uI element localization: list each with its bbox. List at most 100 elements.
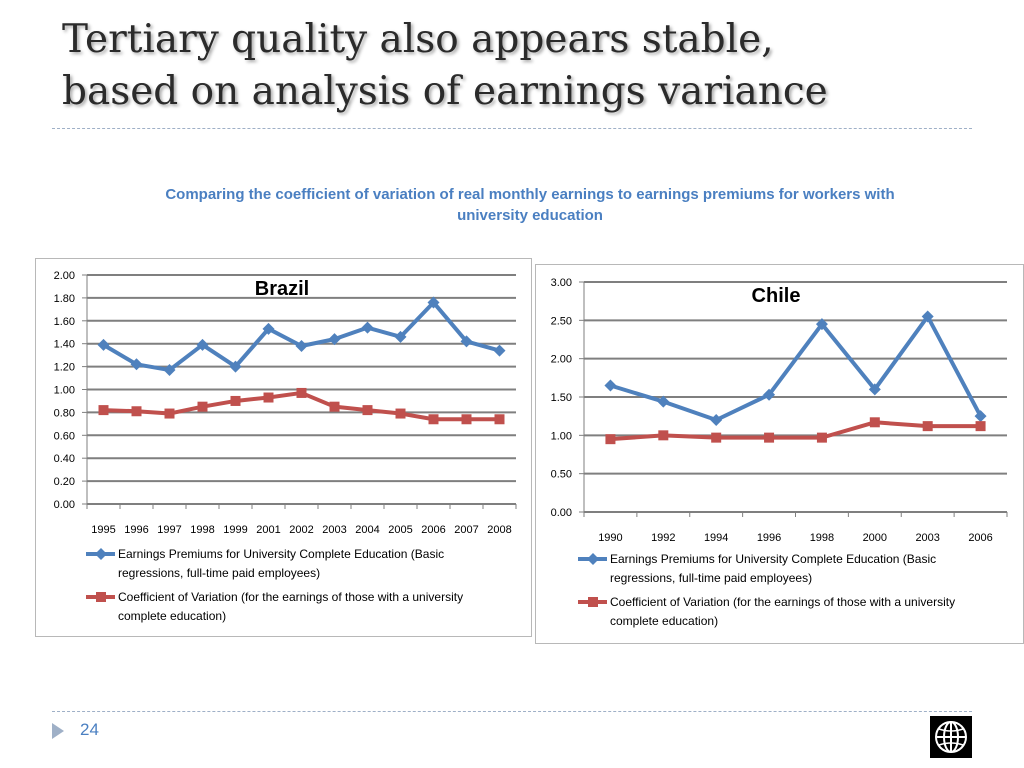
brazil-series-1-point	[262, 322, 275, 335]
brazil-series-2-point	[263, 392, 274, 403]
brazil-series-1-point	[97, 338, 110, 351]
chile-series-1-point	[868, 383, 881, 396]
chile-series-2-point	[869, 417, 880, 428]
brazil-series-1-point	[229, 360, 242, 373]
brazil-x-tick-label: 2008	[487, 524, 511, 536]
chile-series-2-point	[764, 432, 775, 443]
brazil-series-1-point	[394, 330, 407, 343]
brazil-legend-label-1-line-1: Earnings Premiums for University Complet…	[118, 547, 444, 561]
globe-icon	[935, 721, 967, 753]
chile-y-tick-label: 1.00	[551, 430, 572, 442]
chile-series-2-point	[975, 421, 986, 432]
brazil-y-tick-label: 1.00	[54, 385, 75, 397]
brazil-y-tick-label: 0.40	[54, 453, 75, 465]
brazil-y-tick-label: 1.40	[54, 339, 75, 351]
brazil-x-tick-label: 2003	[322, 524, 346, 536]
chile-series-1-point	[657, 395, 670, 408]
brazil-y-tick-label: 0.60	[54, 430, 75, 442]
brazil-series-1-line	[102, 300, 501, 373]
brazil-legend-marker-2	[96, 592, 106, 602]
chile-legend-marker-1	[587, 553, 599, 565]
brazil-series-2-point	[494, 414, 505, 425]
brazil-series-1-point	[328, 333, 341, 346]
brazil-series-2-point	[131, 406, 142, 417]
chile-chart: 0.00 0.50 1.00 1.50 2.00 2.50 3.00 1990 1992 1994…	[551, 277, 1008, 628]
brazil-x-tick-label: 2007	[454, 524, 478, 536]
chile-legend-label-1-line-1: Earnings Premiums for University Complet…	[610, 552, 936, 566]
chile-x-tick-label: 2000	[863, 532, 887, 544]
slide-title-line-2: based on analysis of earnings variance	[62, 69, 828, 114]
brazil-series-1-point	[163, 364, 176, 377]
brazil-x-tick-label: 1997	[157, 524, 181, 536]
brazil-y-tick-label: 1.20	[54, 362, 75, 374]
chile-legend-marker-2	[588, 597, 598, 607]
chile-series-1-point	[710, 414, 723, 426]
chile-series-2-point	[711, 432, 722, 443]
brazil-series-1-point	[196, 338, 209, 351]
chile-x-tick-label: 1990	[598, 532, 622, 544]
brazil-x-tick-label: 1996	[124, 524, 148, 536]
brazil-y-tick-label: 2.00	[54, 270, 75, 282]
brazil-series-2-point	[230, 395, 241, 406]
world-bank-logo	[930, 716, 972, 758]
brazil-legend-label-2-line-2: complete education)	[118, 609, 226, 623]
brazil-chart-panel: 0.00 0.20 0.40 0.60 0.80 1.00 1.20 1.40 1.60 1.80…	[35, 258, 532, 637]
brazil-x-tick-label: 2002	[289, 524, 313, 536]
chile-series-1-point	[815, 318, 828, 331]
brazil-series-2-point	[395, 408, 406, 419]
title-divider	[52, 128, 972, 129]
chile-series-2-line	[610, 420, 981, 442]
brazil-x-tick-label: 2005	[388, 524, 412, 536]
brazil-series-2-point	[164, 408, 175, 419]
brazil-series-2-point	[98, 405, 109, 416]
chile-x-tick-label: 2003	[915, 532, 939, 544]
page-number: 24	[80, 720, 99, 739]
brazil-series-2-point	[362, 405, 373, 416]
brazil-series-2-point	[428, 414, 439, 425]
chile-x-tick-label: 1994	[704, 532, 728, 544]
chile-chart-panel: 0.00 0.50 1.00 1.50 2.00 2.50 3.00 1990 1992 1994…	[535, 264, 1024, 644]
brazil-x-tick-label: 1998	[190, 524, 214, 536]
brazil-chart-title: Brazil	[255, 278, 309, 300]
footer-divider	[52, 711, 972, 712]
brazil-series-1-point	[130, 358, 143, 371]
brazil-legend-marker-1	[95, 548, 107, 560]
chart-subtitle: Comparing the coefficient of variation o…	[100, 184, 960, 226]
brazil-chart: 0.00 0.20 0.40 0.60 0.80 1.00 1.20 1.40 1.60 1.80…	[54, 270, 517, 623]
brazil-y-tick-label: 0.00	[54, 499, 75, 511]
chile-series-1-line	[609, 314, 983, 422]
chile-series-1-point	[921, 310, 934, 323]
brazil-x-tick-label: 1995	[91, 524, 115, 536]
bullet-triangle-icon	[52, 723, 64, 739]
chile-y-tick-label: 1.50	[551, 392, 572, 404]
brazil-y-tick-label: 0.20	[54, 476, 75, 488]
chile-series-1-point	[763, 388, 776, 401]
chile-series-2-point	[816, 432, 827, 443]
brazil-y-tick-label: 0.80	[54, 407, 75, 419]
chile-x-tick-label: 1992	[651, 532, 675, 544]
brazil-x-tick-label: 2004	[355, 524, 379, 536]
chile-y-tick-label: 0.50	[551, 469, 572, 481]
chile-series-1-point	[974, 410, 987, 423]
chile-y-tick-label: 2.50	[551, 315, 572, 327]
brazil-series-2-point	[461, 414, 472, 425]
brazil-y-tick-label: 1.80	[54, 293, 75, 305]
chile-series-2-point	[922, 421, 933, 432]
chile-x-tick-label: 1998	[810, 532, 834, 544]
chile-chart-title: Chile	[752, 285, 801, 307]
brazil-series-2-point	[296, 387, 307, 398]
brazil-series-1-point	[460, 335, 473, 348]
chile-x-tick-label: 2006	[968, 532, 992, 544]
brazil-x-tick-label: 2006	[421, 524, 445, 536]
chile-x-tick-label: 1996	[757, 532, 781, 544]
brazil-x-tick-label: 1999	[223, 524, 247, 536]
chile-y-tick-label: 0.00	[551, 507, 572, 519]
chile-y-tick-label: 2.00	[551, 354, 572, 366]
chart-subtitle-line-1: Comparing the coefficient of variation o…	[165, 186, 895, 203]
chart-subtitle-line-2: university education	[457, 207, 603, 224]
brazil-series-1-point	[427, 296, 440, 309]
brazil-series-1-point	[493, 344, 506, 357]
brazil-x-tick-label: 2001	[256, 524, 280, 536]
chile-series-2-point	[658, 430, 669, 441]
brazil-legend-label-1-line-2: regressions, full-time paid employees)	[118, 566, 320, 580]
